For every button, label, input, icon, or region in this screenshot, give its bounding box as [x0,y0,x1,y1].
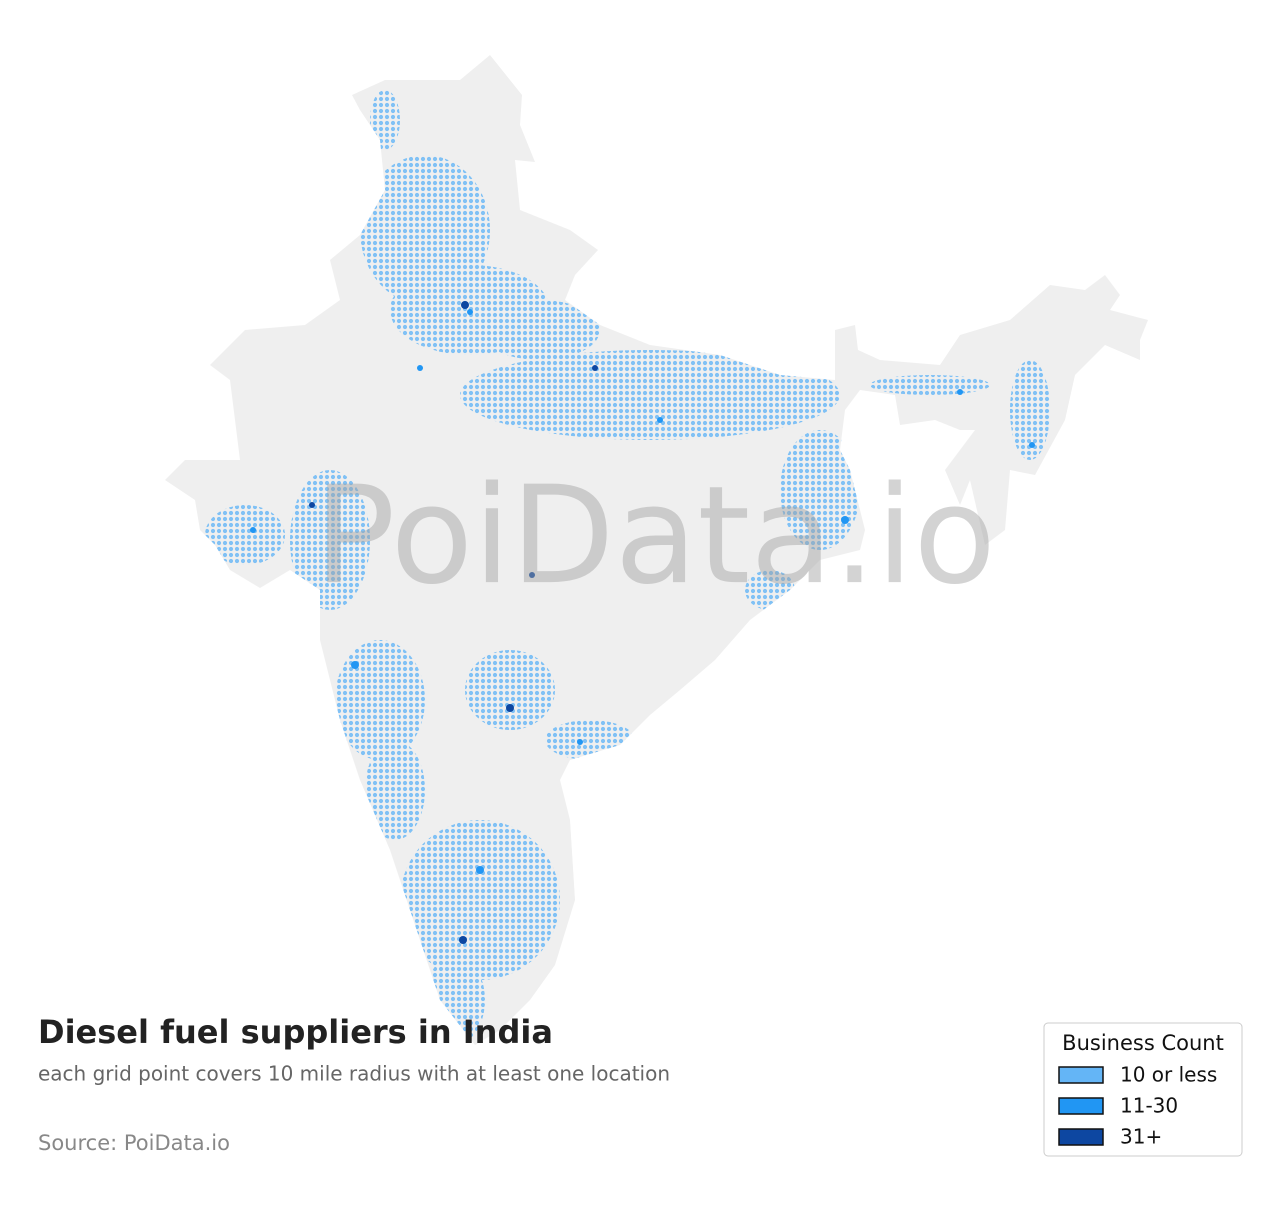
hotspot [351,661,359,669]
hotspot [309,502,315,508]
hotspot [577,739,583,745]
hotspot [476,866,484,874]
hotspot [461,301,469,309]
watermark: PoiData.io [314,457,996,614]
map-subtitle: each grid point covers 10 mile radius wi… [38,1062,670,1086]
legend-label: 11-30 [1120,1094,1178,1118]
legend-items: 10 or less 11-30 31+ [1058,1063,1217,1149]
legend-swatch [1058,1097,1104,1115]
hotspot [592,365,598,371]
hotspots [250,301,1035,944]
source-note: Source: PoiData.io [38,1131,230,1155]
legend-title: Business Count [1062,1031,1224,1055]
legend: Business Count 10 or less 11-30 31+ [1043,1022,1243,1157]
hotspot [250,527,256,533]
hotspot [529,572,535,578]
hotspot [506,704,514,712]
hotspot [657,417,663,423]
hotspot [957,389,963,395]
legend-swatch [1058,1066,1104,1084]
hotspot [841,516,849,524]
legend-label: 10 or less [1120,1063,1217,1087]
map-title: Diesel fuel suppliers in India [38,1013,553,1051]
hotspot [417,365,423,371]
hotspot [459,936,467,944]
hotspot [467,309,473,315]
hotspot [1029,442,1035,448]
legend-label: 31+ [1120,1125,1162,1149]
legend-box [1043,1022,1243,1157]
legend-swatch [1058,1128,1104,1146]
